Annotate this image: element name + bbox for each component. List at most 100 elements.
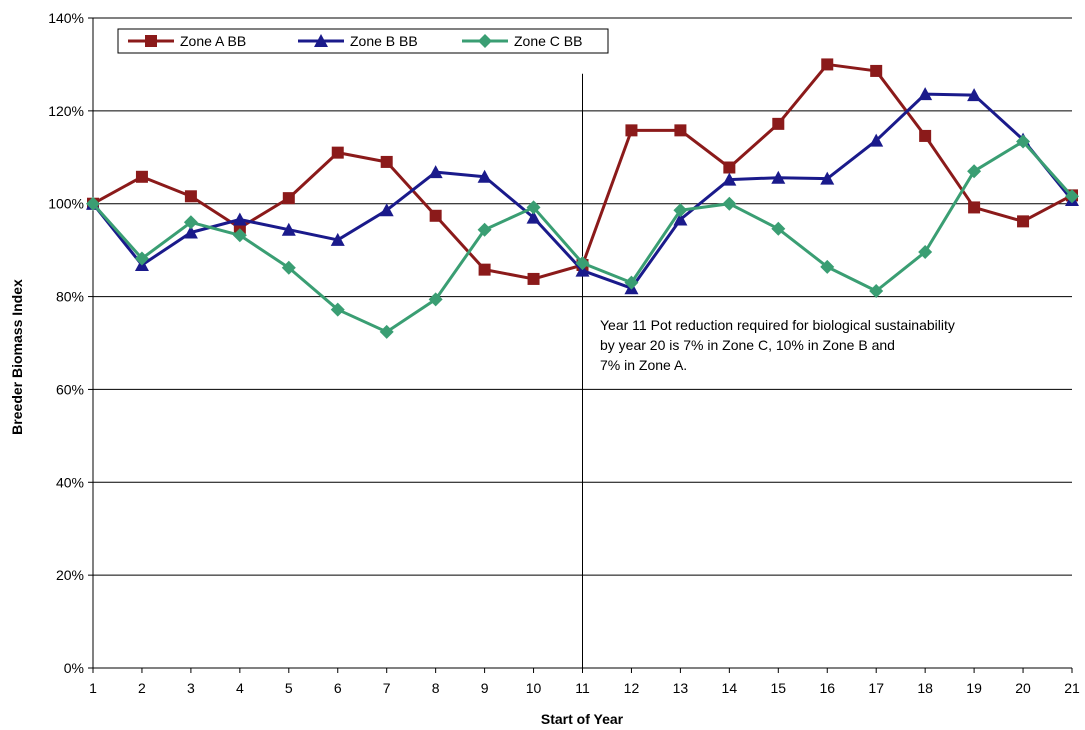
- x-tick-label: 8: [432, 680, 440, 696]
- legend-entry: Zone B BB: [298, 33, 418, 49]
- y-tick-label: 60%: [56, 381, 84, 397]
- data-point-square: [478, 263, 491, 276]
- data-point-triangle: [428, 165, 443, 179]
- y-tick-label: 20%: [56, 567, 84, 583]
- y-tick-label: 140%: [48, 10, 84, 26]
- x-tick-label: 11: [575, 680, 590, 696]
- data-point-diamond: [624, 275, 639, 290]
- x-tick-label: 6: [334, 680, 342, 696]
- data-point-square: [1017, 215, 1030, 228]
- x-axis-title: Start of Year: [541, 711, 624, 727]
- data-point-diamond: [673, 203, 688, 218]
- tick-labels: 0%20%40%60%80%100%120%140%1 2 3 4 5 6 7 8 9 10 11 1…: [48, 10, 1080, 696]
- data-point-diamond: [575, 256, 590, 271]
- data-point-triangle: [183, 225, 198, 239]
- data-point-triangle: [281, 222, 296, 236]
- data-point-square: [380, 155, 393, 168]
- annotation-line: 7% in Zone A.: [600, 357, 687, 373]
- data-point-diamond: [918, 245, 933, 259]
- x-tick-label: 2: [138, 680, 146, 696]
- data-point-diamond: [967, 164, 982, 179]
- data-point-diamond: [1065, 189, 1079, 204]
- data-point-diamond: [478, 34, 492, 48]
- data-point-diamond: [771, 221, 786, 236]
- data-point-square: [282, 192, 295, 205]
- data-point-square: [919, 129, 932, 142]
- data-point-square: [821, 58, 834, 71]
- data-point-diamond: [820, 259, 835, 274]
- annotation-line: by year 20 is 7% in Zone C, 10% in Zone …: [600, 337, 895, 353]
- data-point-square: [429, 209, 442, 222]
- data-point-diamond: [526, 200, 541, 215]
- data-point-square: [674, 124, 687, 137]
- x-tick-label: 5: [285, 680, 293, 696]
- data-point-triangle: [869, 133, 884, 147]
- x-tick-label: 15: [771, 680, 787, 696]
- x-tick-label: 14: [722, 680, 738, 696]
- series-zone-c-bb: [86, 134, 1079, 339]
- data-point-square: [723, 161, 736, 174]
- annotation: Year 11 Pot reduction required for biolo…: [600, 317, 955, 373]
- data-point-triangle: [918, 87, 933, 101]
- x-tick-label: 20: [1015, 680, 1031, 696]
- data-point-triangle: [820, 171, 835, 185]
- x-tick-label: 9: [481, 680, 489, 696]
- data-point-diamond: [722, 196, 737, 211]
- data-point-square: [870, 64, 883, 77]
- data-point-diamond: [477, 222, 492, 237]
- legend: Zone A BB Zone B BB Zone C BB: [117, 28, 609, 54]
- x-tick-label: 21: [1064, 680, 1080, 696]
- x-tick-label: 12: [624, 680, 640, 696]
- y-tick-label: 120%: [48, 103, 84, 119]
- y-tick-label: 80%: [56, 289, 84, 305]
- x-tick-label: 18: [917, 680, 933, 696]
- x-tick-label: 4: [236, 680, 244, 696]
- data-point-diamond: [183, 215, 198, 230]
- data-point-diamond: [134, 251, 149, 266]
- legend-entry: Zone C BB: [462, 33, 582, 49]
- legend-label: Zone B BB: [350, 33, 418, 49]
- data-point-square: [135, 170, 148, 183]
- data-point-triangle: [526, 210, 541, 224]
- data-point-diamond: [1016, 134, 1031, 149]
- x-tick-label: 1: [89, 680, 97, 696]
- data-point-diamond: [428, 292, 443, 307]
- y-tick-label: 100%: [48, 196, 84, 212]
- x-tick-label: 19: [966, 680, 982, 696]
- data-point-square: [772, 117, 785, 130]
- y-tick-label: 40%: [56, 474, 84, 490]
- data-point-triangle: [232, 212, 247, 226]
- x-tick-label: 7: [383, 680, 391, 696]
- x-tick-label: 3: [187, 680, 195, 696]
- data-point-square: [625, 124, 638, 137]
- data-point-diamond: [86, 196, 100, 211]
- legend-box: [117, 28, 609, 54]
- data-point-diamond: [281, 260, 296, 275]
- data-point-square: [331, 146, 344, 159]
- data-point-square: [527, 272, 540, 285]
- x-tick-label: 16: [819, 680, 835, 696]
- y-tick-label: 0%: [64, 660, 84, 676]
- data-point-triangle: [967, 88, 982, 102]
- data-point-diamond: [869, 284, 884, 298]
- data-point-square: [145, 35, 157, 47]
- data-point-triangle: [722, 172, 737, 186]
- data-point-square: [184, 190, 197, 203]
- series-lines: [86, 58, 1079, 339]
- legend-entry: Zone A BB: [128, 33, 246, 49]
- data-point-triangle: [771, 170, 786, 184]
- data-point-diamond: [232, 228, 247, 243]
- x-tick-label: 10: [526, 680, 542, 696]
- data-point-triangle: [673, 212, 688, 226]
- legend-label: Zone A BB: [180, 33, 246, 49]
- legend-label: Zone C BB: [514, 33, 582, 49]
- data-point-triangle: [330, 232, 345, 246]
- data-point-triangle: [314, 34, 328, 47]
- x-tick-label: 13: [673, 680, 689, 696]
- data-point-diamond: [379, 324, 394, 339]
- data-point-diamond: [330, 302, 345, 317]
- data-point-square: [968, 201, 981, 214]
- annotation-line: Year 11 Pot reduction required for biolo…: [600, 317, 955, 333]
